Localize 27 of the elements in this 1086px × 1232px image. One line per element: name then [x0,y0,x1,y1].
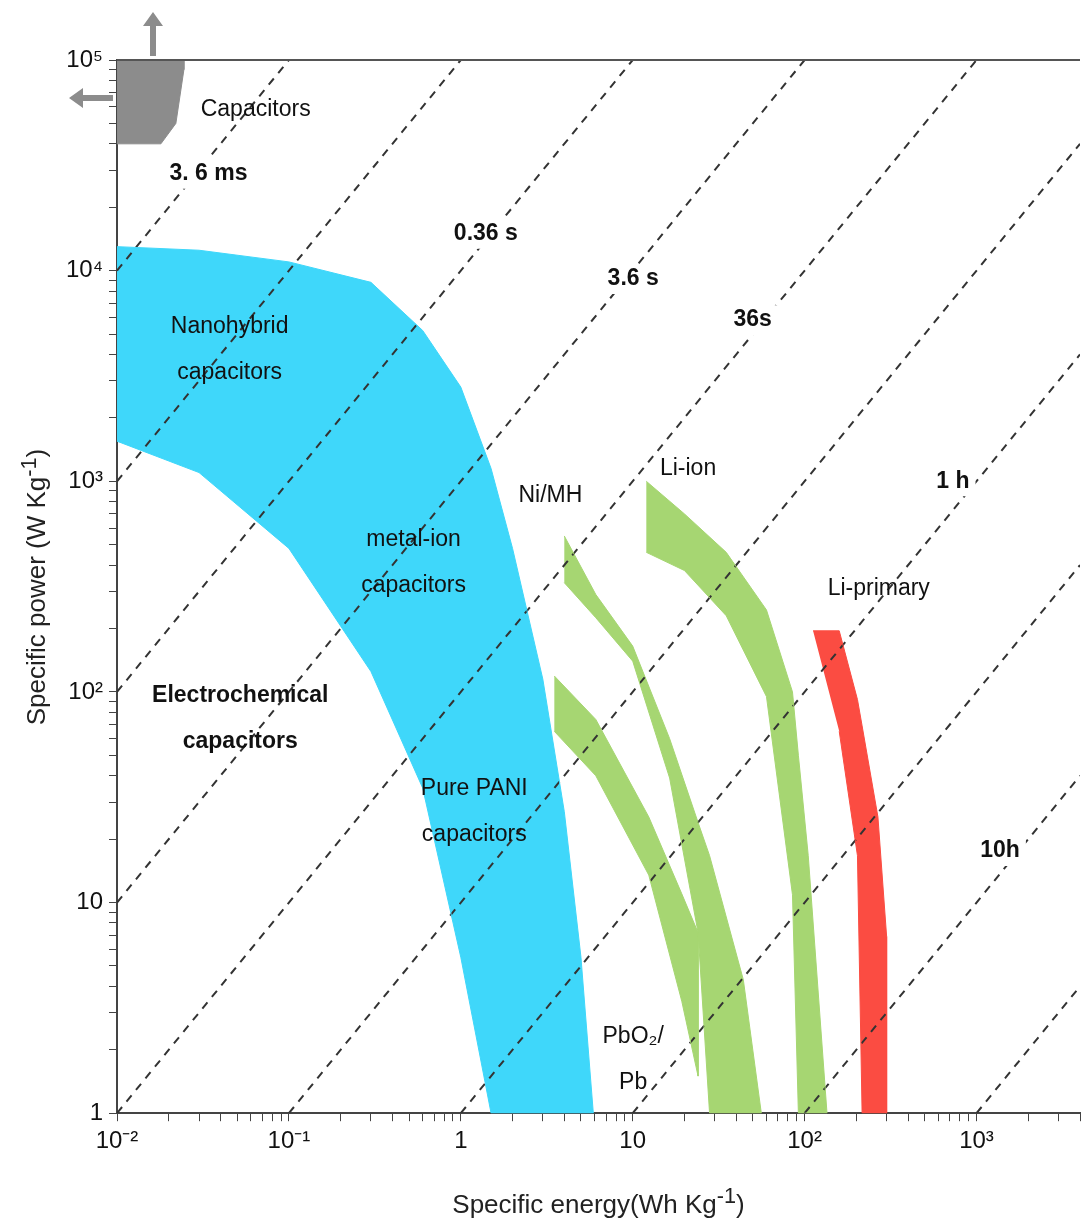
y-tick-label: 10² [68,676,104,704]
annotation: Capacitors [200,94,311,121]
x-axis-title: Specific energy(Wh Kg$^{-1}$) [452,1183,745,1220]
y-tick-label: 1 [89,1097,104,1125]
annotation: Ni/MH [518,481,583,508]
y-tick-label: 10³ [68,465,104,493]
annotation: Nanohybrid capacitors [170,311,289,384]
annotation: metal-ion capacitors [361,524,467,597]
x-tick-label: 10² [787,1126,822,1154]
x-tick-label: 10³ [959,1126,994,1154]
annotation: 3. 6 ms [169,159,248,186]
annotation: 1 h [936,466,970,493]
annotation: 3.6 s [607,264,659,291]
annotation: PbO₂/ Pb [602,1021,665,1094]
annotation: 10h [980,836,1020,863]
annotation: 36s [733,305,772,332]
y-tick-label: 10 [76,887,104,915]
annotation: Li-ion [659,453,717,480]
annotation: 0.36 s [453,219,518,246]
x-tick-label: 10 [619,1126,647,1154]
y-tick-label: 10⁵ [66,44,104,72]
x-tick-label: 10⁻² [95,1126,139,1154]
y-tick-label: 10⁴ [65,255,104,283]
x-tick-label: 10⁻¹ [267,1126,311,1154]
annotation: Electrochemical capacitors [152,680,329,753]
x-tick-label: 1 [454,1126,468,1154]
annotation: Li-primary [827,574,931,601]
